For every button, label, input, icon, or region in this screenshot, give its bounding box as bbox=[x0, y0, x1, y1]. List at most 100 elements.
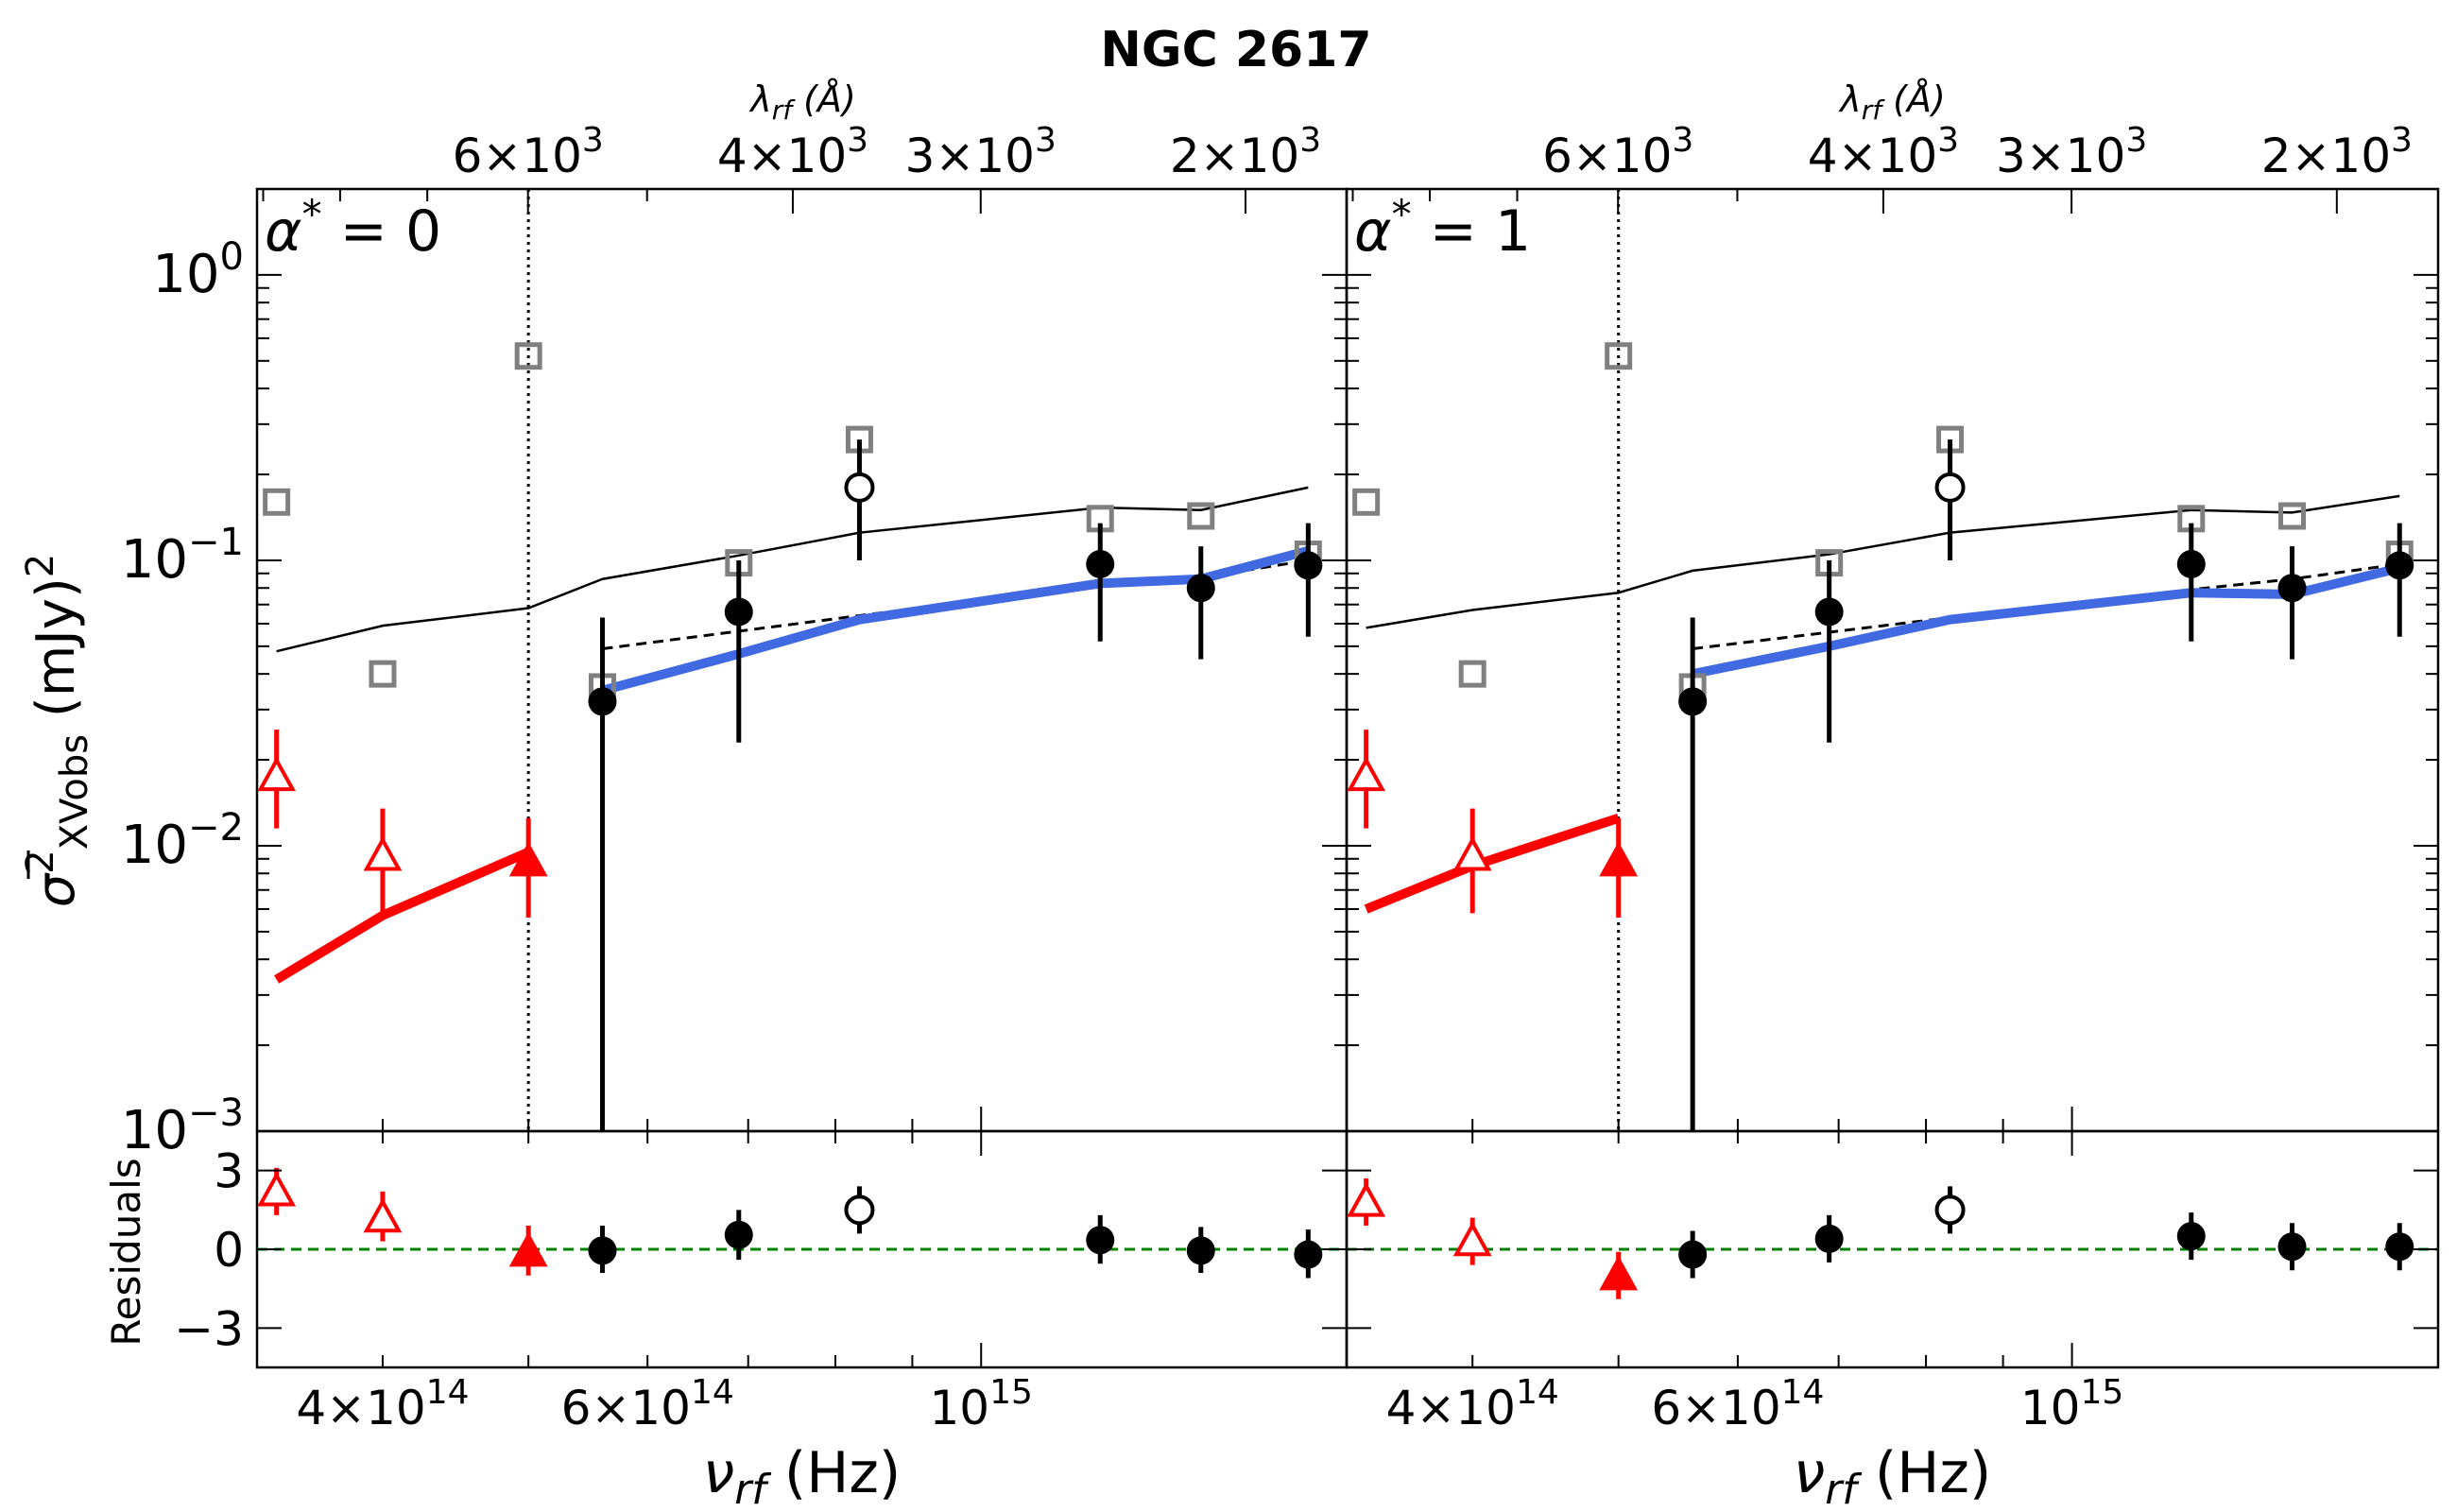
top-tick-label: 4×103 bbox=[1808, 121, 1959, 183]
red-open-triangle bbox=[257, 756, 297, 792]
top-axis-label: λrf (Å) bbox=[748, 78, 856, 126]
x-tick-base: 6×10 bbox=[561, 1381, 691, 1435]
red-open-triangle bbox=[257, 1171, 297, 1207]
top-axis-label: λrf (Å) bbox=[1838, 78, 1946, 126]
thin-model-line bbox=[1366, 494, 2400, 629]
y-tick-exp: −3 bbox=[188, 1091, 244, 1135]
black-filled-point bbox=[1186, 574, 1215, 603]
x-tick-base: 10 bbox=[930, 1381, 990, 1435]
red-open-triangle bbox=[1452, 1221, 1492, 1257]
top-tick-exp: 3 bbox=[1937, 121, 1959, 160]
gray-square-point bbox=[263, 488, 291, 516]
resid-black-open-point bbox=[844, 1194, 875, 1226]
panel-label: α* = 0 bbox=[265, 191, 441, 265]
top-axis-label-part: (Å) bbox=[1881, 78, 1946, 120]
y-tick-label: 10−1 bbox=[121, 521, 244, 591]
gray-square-point bbox=[2278, 502, 2307, 530]
black-filled-point bbox=[2176, 549, 2206, 578]
xlabel-nu: ν bbox=[703, 1440, 735, 1506]
x-tick-base: 4×10 bbox=[296, 1381, 425, 1435]
resid-black-filled-point bbox=[1186, 1236, 1215, 1265]
top-tick-label: 3×103 bbox=[905, 121, 1057, 183]
red-open-triangle bbox=[1452, 835, 1492, 871]
resid-black-filled-point bbox=[1678, 1240, 1708, 1269]
ylabel-sub: XVobs bbox=[53, 734, 96, 850]
top-tick-exp: 3 bbox=[1299, 121, 1321, 160]
resid-tick-label: −3 bbox=[174, 1301, 244, 1356]
top-axis-label-part: λ bbox=[748, 78, 772, 120]
black-filled-point bbox=[588, 687, 617, 716]
ylabel-unit-sup: 2 bbox=[19, 554, 62, 577]
top-axis-label-part: (Å) bbox=[792, 78, 856, 120]
red-model-line bbox=[274, 848, 531, 984]
red-filled-triangle bbox=[1599, 1255, 1639, 1291]
panel-label-alpha: α bbox=[265, 198, 302, 265]
black-filled-point bbox=[1678, 687, 1708, 716]
y-tick-label: 100 bbox=[152, 235, 244, 305]
panel-label-value: = 0 bbox=[322, 198, 442, 265]
x-tick-exp: 14 bbox=[426, 1373, 470, 1412]
resid-black-filled-point bbox=[1814, 1224, 1844, 1253]
top-tick-exp: 3 bbox=[2125, 121, 2147, 160]
top-axis-label-part: rf bbox=[1862, 94, 1886, 126]
top-axis-label-part: rf bbox=[772, 94, 797, 126]
top-tick-base: 4×10 bbox=[717, 129, 847, 183]
top-tick-label: 4×103 bbox=[717, 121, 868, 183]
gray-square-point bbox=[369, 660, 397, 688]
resid-black-filled-point bbox=[1294, 1240, 1323, 1269]
top-axis-label-part: λ bbox=[1838, 78, 1862, 120]
ylabel-sigma: σ bbox=[26, 872, 87, 907]
resid-black-filled-point bbox=[1086, 1226, 1115, 1255]
top-tick-base: 2×10 bbox=[2261, 129, 2391, 183]
xlabel-unit: (Hz) bbox=[1857, 1440, 1992, 1506]
gray-square-point bbox=[514, 342, 542, 370]
main-plot-frame bbox=[255, 187, 1349, 1133]
top-tick-base: 2×10 bbox=[1170, 129, 1299, 183]
xlabel-sub: rf bbox=[734, 1466, 772, 1512]
top-tick-base: 3×10 bbox=[905, 129, 1035, 183]
x-tick-base: 10 bbox=[2020, 1381, 2081, 1435]
black-filled-point bbox=[1814, 597, 1844, 627]
main-plot-frame bbox=[1345, 187, 2440, 1133]
blue-model-line bbox=[1692, 563, 2401, 679]
x-tick-label: 4×1014 bbox=[1386, 1373, 1559, 1435]
y-tick-base: 10 bbox=[121, 815, 188, 876]
y-tick-exp: −1 bbox=[188, 521, 244, 564]
residual-plot-area bbox=[257, 1167, 1347, 1279]
top-tick-label: 6×103 bbox=[1542, 121, 1693, 183]
y-tick-exp: 0 bbox=[220, 235, 244, 279]
figure-title: NGC 2617 bbox=[1100, 22, 1371, 78]
xlabel-unit: (Hz) bbox=[766, 1440, 902, 1506]
x-tick-exp: 15 bbox=[989, 1373, 1033, 1412]
x-tick-label: 6×1014 bbox=[1651, 1373, 1824, 1435]
red-open-triangle bbox=[363, 835, 403, 871]
black-filled-point bbox=[724, 597, 753, 627]
y-axis-label-main: σ2XVobs (mJy)2 bbox=[19, 554, 96, 907]
resid-tick-label: 3 bbox=[214, 1144, 244, 1199]
red-filled-triangle bbox=[508, 1231, 548, 1267]
y-tick-exp: −2 bbox=[188, 806, 244, 850]
ylabel-unit: (mJy) bbox=[26, 577, 87, 734]
ylabel-sup: 2 bbox=[19, 850, 62, 873]
top-tick-exp: 3 bbox=[847, 121, 868, 160]
x-tick-label: 1015 bbox=[2020, 1373, 2123, 1435]
panel-label-star: * bbox=[1392, 191, 1412, 237]
y-tick-base: 10 bbox=[152, 244, 219, 305]
top-tick-exp: 3 bbox=[2391, 121, 2413, 160]
main-plot-area bbox=[257, 189, 1323, 1131]
x-tick-base: 4×10 bbox=[1386, 1381, 1516, 1435]
x-axis-label: νrf (Hz) bbox=[703, 1440, 902, 1512]
x-tick-label: 6×1014 bbox=[561, 1373, 734, 1435]
top-tick-exp: 3 bbox=[1035, 121, 1057, 160]
gray-square-point bbox=[1458, 660, 1486, 688]
x-tick-exp: 14 bbox=[1516, 1373, 1559, 1412]
top-tick-base: 6×10 bbox=[1542, 129, 1672, 183]
red-filled-triangle bbox=[1599, 841, 1639, 877]
resid-black-open-point bbox=[1934, 1194, 1966, 1226]
gray-square-point bbox=[1352, 488, 1381, 516]
panel-label-alpha: α bbox=[1354, 198, 1392, 265]
resid-black-filled-point bbox=[2385, 1232, 2414, 1262]
y-tick-label: 10−3 bbox=[121, 1091, 244, 1161]
